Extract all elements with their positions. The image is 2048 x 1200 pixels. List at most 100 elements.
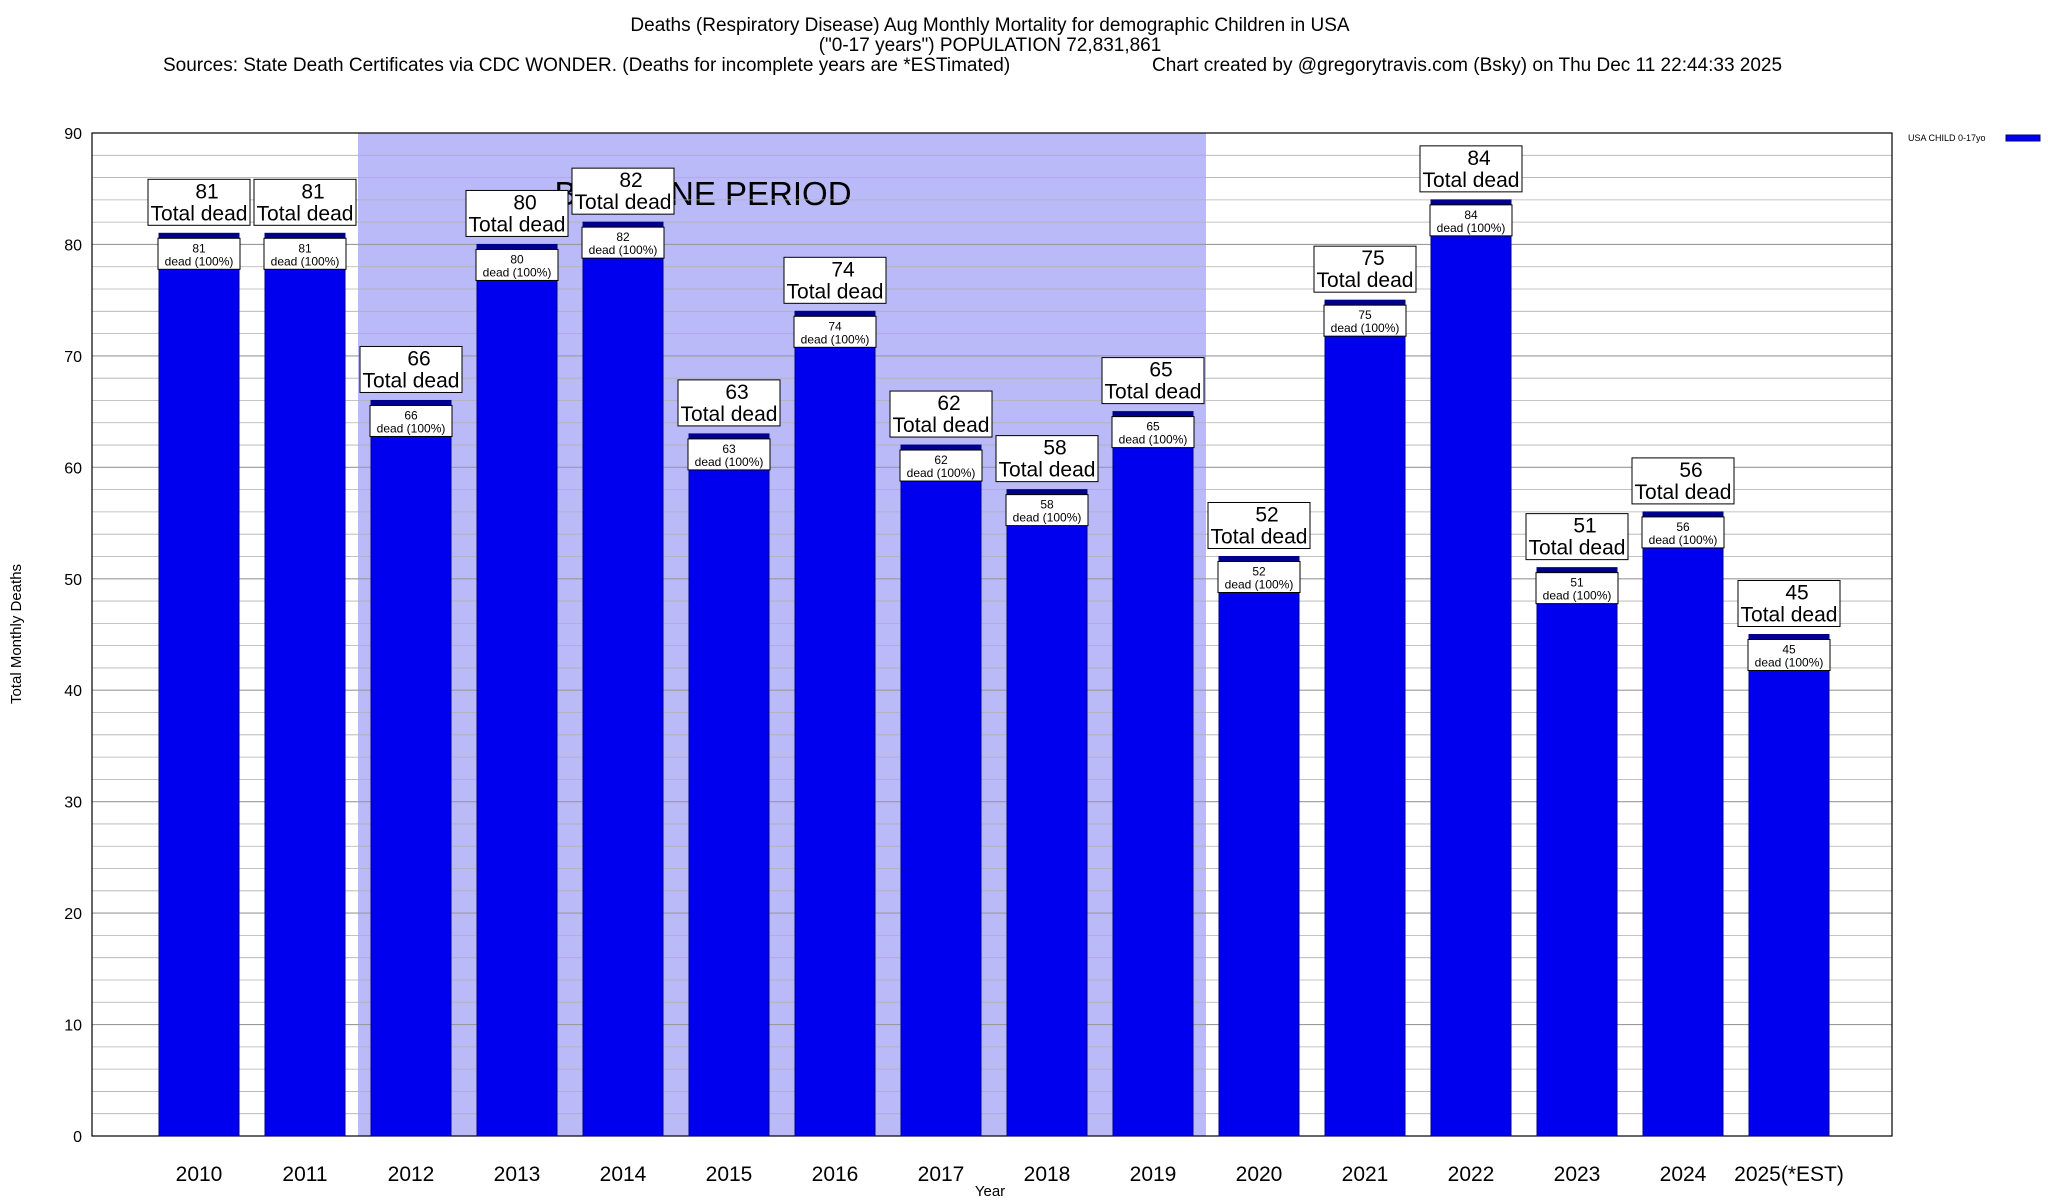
top-label-box: [995, 435, 1099, 483]
y-tick-label: 20: [64, 906, 82, 923]
legend-swatch: [2005, 134, 2041, 142]
bar: [1218, 555, 1300, 1137]
top-label-box: [889, 390, 993, 438]
bar-cap: [371, 400, 451, 406]
top-label-text: Total dead: [1317, 269, 1414, 292]
top-label-value: 84: [1467, 147, 1491, 170]
y-axis-title: Total Monthly Deaths: [8, 564, 25, 704]
bar-cap: [1325, 300, 1405, 306]
inner-label-box: [1429, 204, 1513, 237]
bar: [900, 444, 982, 1137]
bar: [1324, 299, 1406, 1137]
inner-label-text: dead (100%): [1649, 533, 1718, 547]
inner-label-box: [157, 237, 241, 270]
top-label-box: [1419, 145, 1523, 193]
top-label-text: Total dead: [151, 202, 248, 225]
bar-cap: [1113, 411, 1193, 417]
top-label-text: Total dead: [575, 191, 672, 214]
bar-cap: [159, 233, 239, 239]
top-label-text: Total dead: [681, 403, 778, 426]
inner-label-text: dead (100%): [801, 332, 870, 346]
legend-label: USA CHILD 0-17yo: [1908, 133, 1986, 143]
inner-label-value: 84: [1464, 208, 1478, 222]
top-label-box: [1525, 513, 1629, 561]
top-label-box: [465, 189, 569, 237]
x-category-label: 2023: [1554, 1163, 1601, 1186]
bar-cap: [1749, 634, 1829, 640]
top-label-text: Total dead: [257, 202, 354, 225]
inner-label-text: dead (100%): [377, 421, 446, 435]
chart-credit: Chart created by @gregorytravis.com (Bsk…: [1152, 55, 1782, 76]
inner-label-text: dead (100%): [1437, 221, 1506, 235]
top-label-value: 52: [1255, 503, 1278, 526]
bar-cap: [1219, 556, 1299, 562]
bar-cap: [583, 222, 663, 228]
inner-label-value: 81: [192, 241, 206, 255]
inner-label-box: [1005, 494, 1089, 527]
inner-label-text: dead (100%): [1331, 321, 1400, 335]
y-tick-label: 60: [64, 460, 82, 477]
inner-label-box: [687, 438, 771, 471]
y-tick-label: 40: [64, 683, 82, 700]
top-label-value: 56: [1679, 459, 1702, 482]
inner-label-value: 62: [934, 453, 948, 467]
top-label-box: [783, 256, 887, 304]
top-label-value: 51: [1573, 515, 1596, 538]
x-category-label: 2017: [918, 1163, 965, 1186]
inner-label-text: dead (100%): [271, 254, 340, 268]
x-axis-title: Year: [975, 1183, 1005, 1200]
top-label-box: [1631, 457, 1735, 505]
top-label-box: [147, 178, 251, 226]
top-label-text: Total dead: [893, 414, 990, 437]
top-label-box: [359, 345, 463, 393]
bar: [476, 243, 558, 1137]
bar-cap: [1643, 511, 1723, 517]
bar: [688, 433, 770, 1137]
bar: [1642, 511, 1724, 1137]
chart-sources: Sources: State Death Certificates via CD…: [163, 55, 1010, 76]
y-tick-label: 0: [73, 1129, 82, 1146]
bar: [264, 232, 346, 1137]
top-label-text: Total dead: [999, 459, 1096, 482]
inner-label-box: [1747, 639, 1831, 671]
inner-label-value: 65: [1146, 420, 1160, 434]
inner-label-value: 63: [722, 442, 736, 456]
inner-label-value: 82: [616, 230, 630, 244]
top-label-value: 63: [725, 381, 748, 404]
top-label-box: [677, 379, 781, 427]
bar-cap: [1537, 567, 1617, 573]
x-category-label: 2010: [176, 1163, 223, 1186]
y-tick-label: 90: [64, 126, 82, 143]
bar: [1748, 634, 1830, 1137]
x-category-label: 2019: [1130, 1163, 1177, 1186]
top-label-text: Total dead: [1211, 525, 1308, 548]
inner-label-text: dead (100%): [589, 243, 658, 257]
x-category-label: 2012: [388, 1163, 435, 1186]
bar: [370, 399, 452, 1137]
inner-label-value: 81: [298, 241, 312, 255]
top-label-value: 62: [937, 392, 960, 415]
legend: USA CHILD 0-17yo: [1908, 133, 2041, 143]
inner-label-box: [369, 404, 453, 437]
top-label-value: 65: [1149, 359, 1172, 382]
inner-label-box: [899, 449, 983, 482]
inner-label-value: 51: [1570, 576, 1584, 590]
chart-subtitle: ("0-17 years") POPULATION 72,831,861: [819, 35, 1162, 56]
top-label-text: Total dead: [1741, 604, 1838, 627]
top-label-text: Total dead: [1105, 381, 1202, 404]
top-label-box: [1101, 357, 1205, 405]
bar-cap: [477, 244, 557, 250]
inner-label-box: [1217, 560, 1301, 593]
top-label-value: 81: [301, 180, 324, 203]
inner-label-box: [1323, 304, 1407, 337]
inner-label-box: [1111, 416, 1195, 449]
top-label-value: 66: [407, 347, 430, 370]
top-label-value: 81: [195, 180, 218, 203]
inner-label-box: [581, 226, 665, 259]
x-category-label: 2020: [1236, 1163, 1283, 1186]
top-label-text: Total dead: [363, 369, 460, 392]
inner-label-value: 66: [404, 408, 418, 422]
inner-label-text: dead (100%): [1755, 656, 1824, 670]
inner-label-text: dead (100%): [1543, 589, 1612, 603]
